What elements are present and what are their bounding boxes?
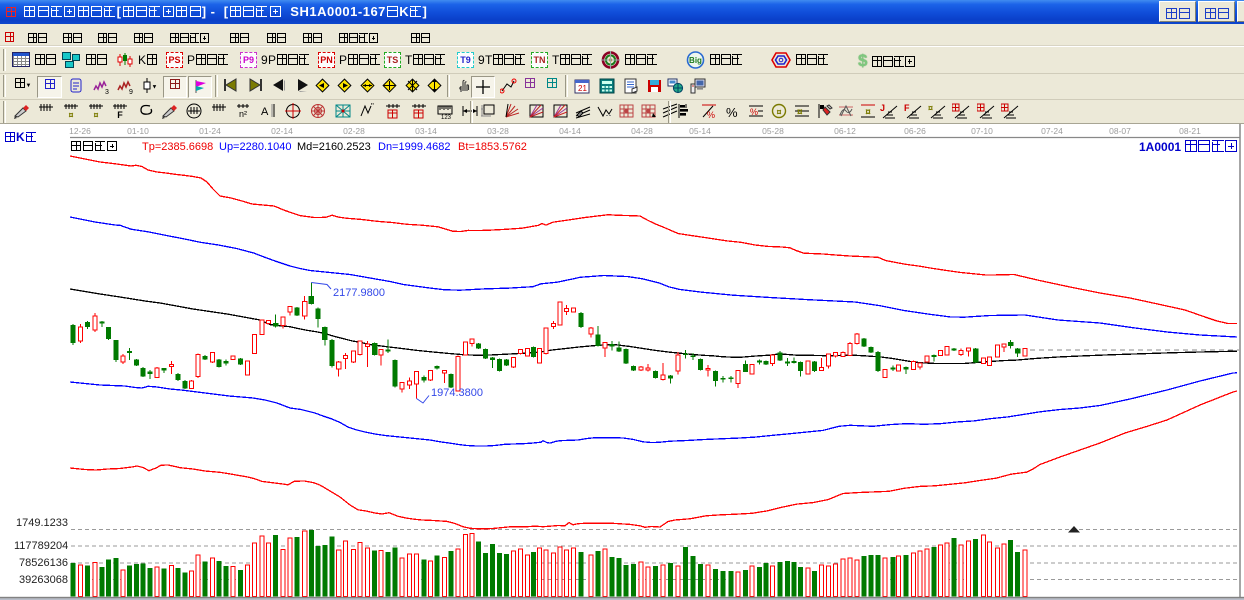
svg-text:¤: ¤ [93,110,98,119]
svg-text:123: 123 [441,115,452,119]
svg-text:J: J [880,103,885,113]
svg-text:%: % [707,110,715,119]
svg-text:3: 3 [105,89,109,95]
svg-text:¤: ¤ [928,103,933,113]
svg-text:¤: ¤ [68,110,73,119]
svg-text:¤: ¤ [776,107,781,117]
svg-text:n²: n² [239,109,247,119]
svg-text:¤: ¤ [865,107,871,118]
svg-text:%: % [726,105,738,119]
svg-text:A: A [261,106,269,118]
svg-text:F: F [904,103,910,113]
svg-text:21: 21 [578,84,587,93]
svg-text:%: % [750,107,758,117]
svg-text:Big: Big [689,56,702,65]
svg-text:F: F [118,110,124,119]
svg-text:": " [371,103,374,111]
svg-text:¤: ¤ [797,107,803,118]
svg-text:9: 9 [129,89,133,95]
